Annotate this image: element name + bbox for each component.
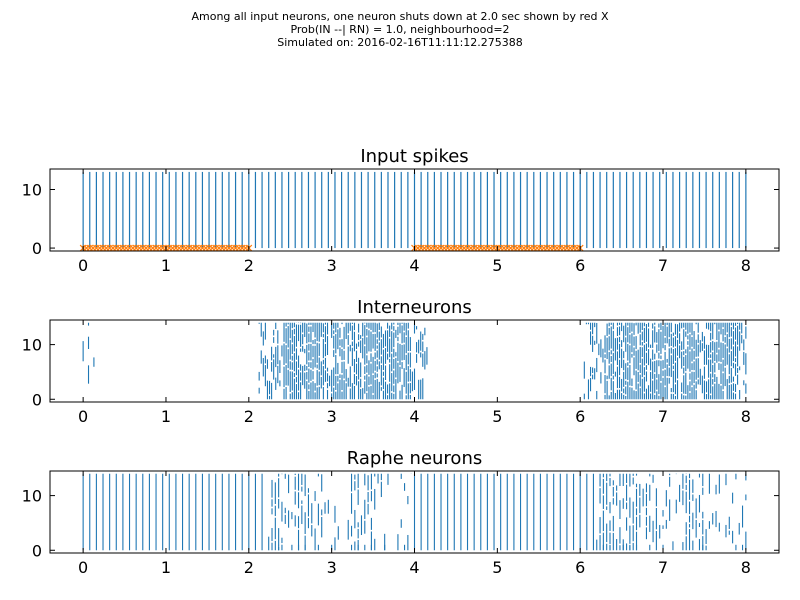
x-marker [454,244,462,252]
x-tick-label: 2 [244,407,254,426]
x-marker [169,244,177,252]
x-marker [533,244,541,252]
x-marker [467,244,475,252]
x-marker [487,244,495,252]
x-tick-label: 8 [741,558,751,577]
panel-title: Input spikes [360,146,468,167]
x-marker [89,244,97,252]
x-marker [195,244,203,252]
panel-1: Input spikes 0 1 2 3 4 5 6 7 8 0 10 [22,146,780,275]
x-marker [474,244,481,252]
x-tick-label: 8 [741,256,751,275]
x-tick-label: 4 [409,256,419,275]
x-marker [540,244,548,252]
x-tick-label: 4 [409,407,419,426]
spike-marks [79,171,747,252]
x-marker [149,244,157,252]
x-marker [427,244,435,252]
x-marker [136,244,143,252]
x-tick-label: 6 [575,256,585,275]
x-tick-label: 6 [575,558,585,577]
x-tick-label: 2 [244,558,254,577]
x-marker [566,244,574,252]
x-tick-label: 8 [741,407,751,426]
x-marker [447,244,455,252]
x-marker [116,244,124,252]
x-marker [222,244,230,252]
x-marker [560,244,568,252]
x-marker [215,244,223,252]
panel-3: Raphe neurons 0 1 2 3 4 5 6 7 8 0 10 [22,448,780,577]
x-marker [546,244,554,252]
x-tick-label: 3 [327,558,337,577]
x-tick-label: 1 [161,407,171,426]
suptitle-line-2: Prob(IN --| RN) = 1.0, neighbourhood=2 [290,23,510,36]
y-tick-label: 0 [32,390,42,409]
x-marker [513,244,521,252]
x-marker [182,244,190,252]
x-marker [175,244,183,252]
x-marker [242,244,249,252]
x-tick-label: 4 [409,558,419,577]
x-tick-label: 7 [658,407,668,426]
x-marker [208,244,216,252]
panel-2: Interneurons 0 1 2 3 4 5 6 7 8 0 10 [22,297,780,426]
x-tick-label: 5 [492,256,502,275]
x-tick-label: 6 [575,407,585,426]
suptitle-line-3: Simulated on: 2016-02-16T11:11:12.275388 [277,36,523,49]
y-tick-label: 10 [22,336,42,355]
y-tick-label: 0 [32,541,42,560]
x-marker [520,244,528,252]
x-marker [500,244,508,252]
x-tick-label: 3 [327,407,337,426]
x-marker [189,244,196,252]
x-marker [228,244,236,252]
y-tick-label: 10 [22,181,42,200]
x-marker [235,244,243,252]
x-marker [460,244,468,252]
x-marker [421,244,428,252]
x-tick-label: 5 [492,407,502,426]
x-marker [414,244,422,252]
x-tick-label: 0 [78,256,88,275]
y-tick-label: 0 [32,239,42,258]
x-marker [480,244,488,252]
x-tick-label: 7 [658,558,668,577]
panel-title: Interneurons [357,297,472,318]
x-tick-label: 1 [161,256,171,275]
x-marker [507,244,515,252]
x-marker [527,244,534,252]
x-marker [109,244,117,252]
spike-marks [82,322,747,400]
x-marker [202,244,210,252]
x-tick-label: 0 [78,558,88,577]
x-marker [96,244,104,252]
x-tick-label: 3 [327,256,337,275]
x-marker [102,244,110,252]
x-tick-label: 2 [244,256,254,275]
x-tick-label: 0 [78,407,88,426]
x-marker [573,244,581,252]
panel-title: Raphe neurons [347,448,482,469]
spike-marks [82,473,747,551]
x-marker [434,244,442,252]
x-marker [129,244,137,252]
x-tick-label: 1 [161,558,171,577]
x-marker [122,244,130,252]
y-tick-label: 10 [22,487,42,506]
x-marker [155,244,163,252]
x-marker [142,244,150,252]
x-tick-label: 5 [492,558,502,577]
x-marker [553,244,561,252]
x-marker [440,244,448,252]
x-tick-label: 7 [658,256,668,275]
suptitle-line-1: Among all input neurons, one neuron shut… [191,10,609,23]
x-marker [83,244,90,252]
